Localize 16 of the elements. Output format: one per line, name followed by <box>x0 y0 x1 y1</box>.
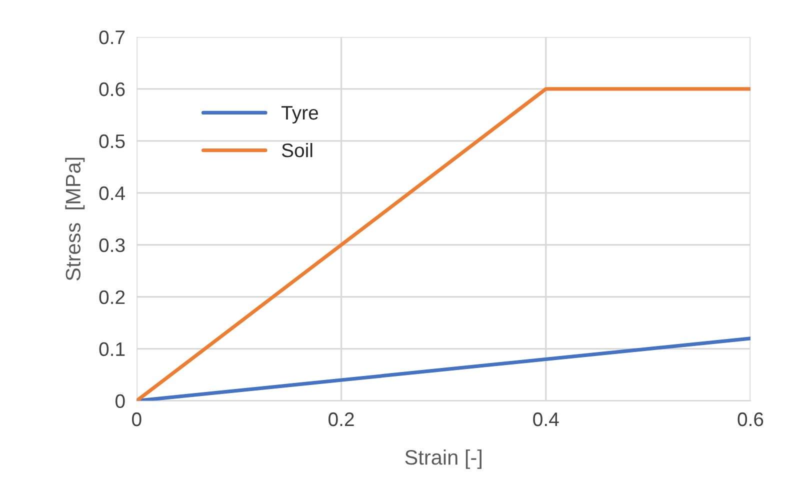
x-tick-label: 0.6 <box>738 412 764 426</box>
x-axis-title: Strain [-] <box>405 449 482 469</box>
y-tick-label: 0.1 <box>99 342 125 356</box>
y-tick-label: 0 <box>116 394 125 408</box>
y-tick-label: 0.6 <box>99 82 125 96</box>
x-tick-label: 0 <box>132 412 142 426</box>
x-tick-label: 0.2 <box>328 412 354 426</box>
y-tick-label: 0.4 <box>99 186 125 200</box>
legend-label: Tyre <box>281 106 318 124</box>
y-tick-label: 0.3 <box>99 238 125 252</box>
y-axis-title: Stress [MPa] <box>65 158 85 280</box>
y-tick-label: 0.5 <box>99 134 125 148</box>
legend-label: Soil <box>282 142 312 158</box>
y-tick-label: 0.7 <box>99 30 125 44</box>
y-tick-label: 0.2 <box>99 290 125 304</box>
x-tick-label: 0.4 <box>533 412 559 426</box>
